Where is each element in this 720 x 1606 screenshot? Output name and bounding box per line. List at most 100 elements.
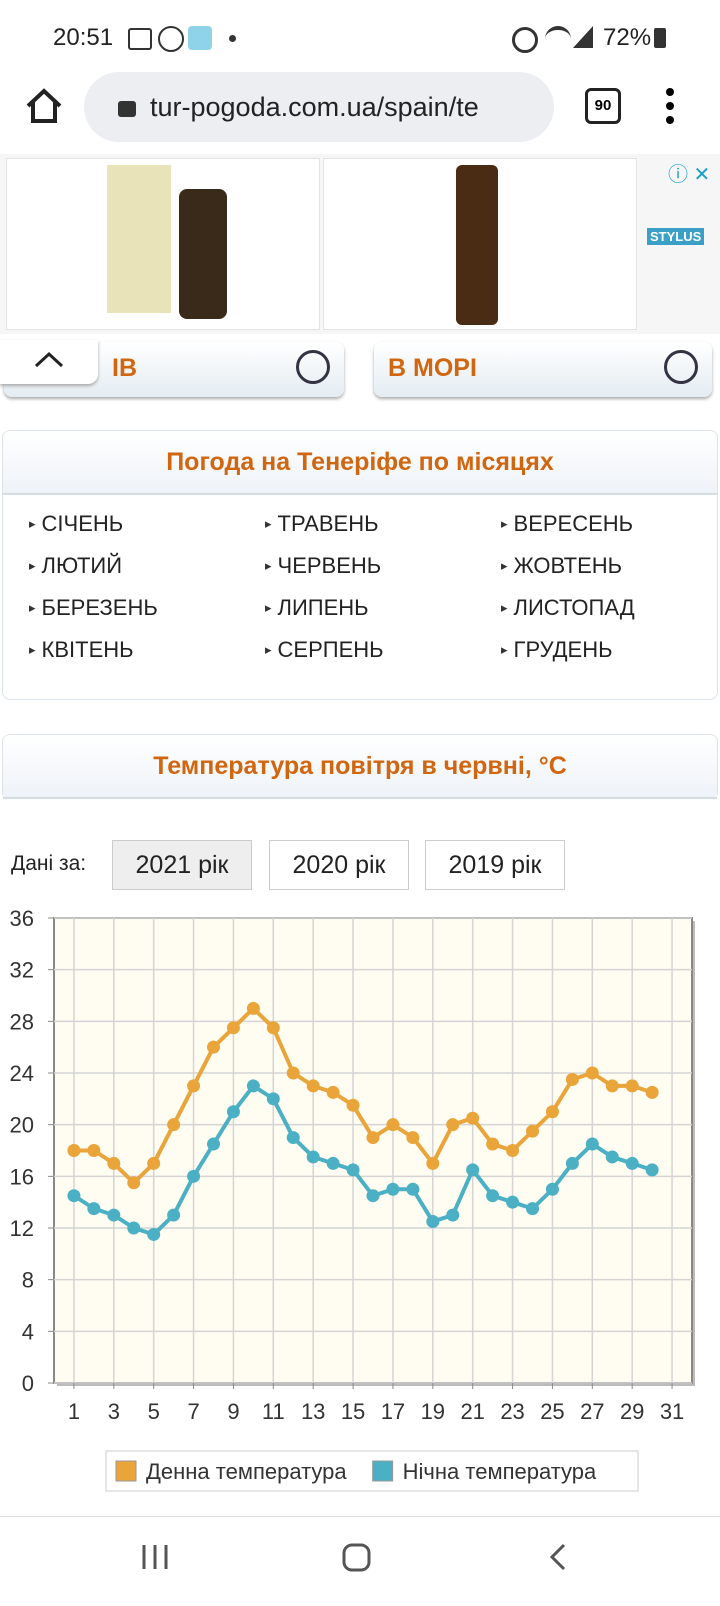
y-tick-label: 4 xyxy=(22,1319,34,1344)
data-point xyxy=(266,1021,280,1035)
data-point xyxy=(187,1169,201,1183)
legend-swatch xyxy=(372,1460,394,1482)
data-point xyxy=(486,1137,500,1151)
tab-label: В МОРІ xyxy=(388,354,477,382)
data-point xyxy=(226,1021,240,1035)
month-link[interactable]: ГРУДЕНЬ xyxy=(501,637,613,663)
clock: 20:51 xyxy=(53,24,114,51)
wifi-icon xyxy=(545,26,571,52)
x-tick-label: 5 xyxy=(148,1399,160,1424)
y-tick-label: 0 xyxy=(22,1371,34,1396)
ad-product[interactable] xyxy=(6,158,320,330)
recents-button[interactable] xyxy=(142,1545,168,1569)
legend-box xyxy=(105,1450,639,1492)
month-link[interactable]: ЖОВТЕНЬ xyxy=(501,553,623,579)
data-point xyxy=(585,1137,599,1151)
legend-swatch xyxy=(115,1460,137,1482)
month-link[interactable]: ТРАВЕНЬ xyxy=(265,511,379,537)
data-point xyxy=(446,1118,460,1132)
data-point xyxy=(545,1105,559,1119)
ad-banner[interactable]: STYLUS ⓘ ✕ xyxy=(0,154,720,334)
legend: Денна температура Нічна температура xyxy=(105,1450,639,1492)
data-point xyxy=(645,1163,659,1177)
nav-bar xyxy=(0,1516,720,1601)
signal-icon xyxy=(573,26,593,48)
menu-button[interactable] xyxy=(662,86,678,130)
x-tick-label: 19 xyxy=(421,1399,445,1424)
year-label: Дані за: xyxy=(11,852,87,875)
month-link[interactable]: ЧЕРВЕНЬ xyxy=(265,553,382,579)
x-tick-label: 9 xyxy=(227,1399,239,1424)
data-point xyxy=(226,1105,240,1119)
data-point xyxy=(426,1156,440,1170)
collapse-button[interactable] xyxy=(0,340,98,384)
data-point xyxy=(486,1189,500,1203)
data-point xyxy=(326,1085,340,1099)
data-point xyxy=(545,1182,559,1196)
tab-count[interactable]: 90 xyxy=(585,88,621,124)
x-tick-label: 11 xyxy=(262,1399,285,1424)
tab-button[interactable]: В МОРІ xyxy=(374,342,712,397)
x-tick-label: 31 xyxy=(660,1399,684,1424)
browser-bar: tur-pogoda.com.ua/spain/te 90 xyxy=(0,72,720,154)
data-point xyxy=(585,1066,599,1080)
data-point xyxy=(107,1208,121,1222)
data-point xyxy=(605,1150,619,1164)
month-link[interactable]: КВІТЕНЬ xyxy=(29,637,134,663)
alarm-icon xyxy=(512,27,538,53)
data-point xyxy=(366,1131,380,1145)
y-tick-label: 8 xyxy=(22,1268,34,1293)
data-point xyxy=(266,1092,280,1106)
tab-label: ІВ xyxy=(112,354,137,382)
data-point xyxy=(526,1202,539,1216)
data-point xyxy=(127,1221,141,1235)
icon xyxy=(188,26,212,50)
month-link[interactable]: СЕРПЕНЬ xyxy=(265,637,384,663)
check-icon xyxy=(296,350,330,384)
month-link[interactable]: ЛЮТИЙ xyxy=(29,553,123,579)
chart-panel: Температура повітря в червні, °C xyxy=(2,734,718,801)
months-panel: Погода на Тенеріфе по місяцях СІЧЕНЬ ЛЮТИ… xyxy=(2,430,718,700)
data-point xyxy=(167,1208,181,1222)
data-point xyxy=(87,1144,101,1157)
data-point xyxy=(466,1163,480,1177)
data-point xyxy=(306,1150,320,1164)
data-point xyxy=(67,1144,81,1157)
dot xyxy=(229,35,236,42)
ad-product[interactable] xyxy=(323,158,637,330)
data-point xyxy=(286,1066,300,1080)
x-tick-label: 3 xyxy=(108,1399,120,1424)
data-point xyxy=(147,1227,161,1241)
month-link[interactable]: БЕРЕЗЕНЬ xyxy=(29,595,158,621)
data-point xyxy=(246,1001,260,1015)
month-link[interactable]: ЛИСТОПАД xyxy=(501,595,635,621)
data-point xyxy=(645,1085,659,1099)
icon xyxy=(158,26,184,52)
month-link[interactable]: ЛИПЕНЬ xyxy=(265,595,369,621)
x-tick-label: 13 xyxy=(301,1399,325,1424)
data-point xyxy=(207,1040,220,1054)
panel-title: Температура повітря в червні, °C xyxy=(3,735,717,799)
address-bar[interactable]: tur-pogoda.com.ua/spain/te xyxy=(84,72,554,142)
data-point xyxy=(386,1118,400,1132)
data-point xyxy=(446,1208,460,1222)
month-link[interactable]: СІЧЕНЬ xyxy=(29,511,124,537)
month-link[interactable]: ВЕРЕСЕНЬ xyxy=(501,511,634,537)
back-button[interactable] xyxy=(549,1543,566,1571)
box-image xyxy=(107,165,171,313)
home-nav-button[interactable] xyxy=(342,1543,371,1572)
year-button[interactable]: 2020 рік xyxy=(269,840,409,890)
data-point xyxy=(366,1189,380,1203)
year-button[interactable]: 2019 рік xyxy=(425,840,565,890)
ad-close[interactable]: ⓘ ✕ xyxy=(668,164,711,186)
x-tick-label: 17 xyxy=(381,1399,405,1424)
x-tick-label: 7 xyxy=(187,1399,199,1424)
x-tick-label: 29 xyxy=(620,1399,644,1424)
year-button[interactable]: 2021 рік xyxy=(112,840,252,890)
y-tick-label: 20 xyxy=(10,1113,34,1138)
data-point xyxy=(207,1137,220,1151)
data-point xyxy=(127,1176,141,1190)
home-button[interactable] xyxy=(24,86,64,126)
